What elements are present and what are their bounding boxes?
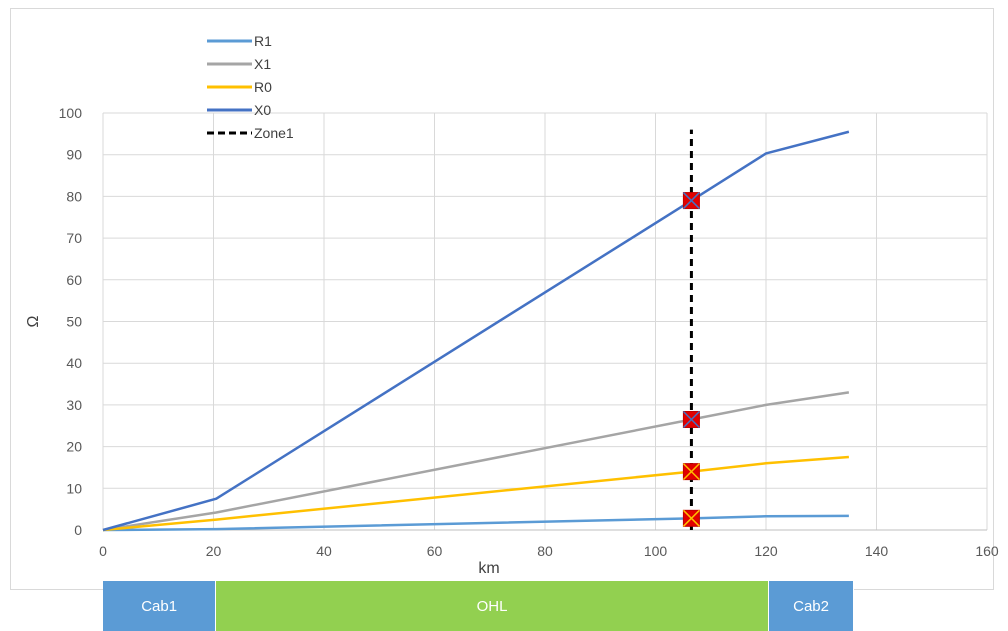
y-tick-label: 90: [66, 147, 82, 163]
x-tick-label: 60: [427, 543, 443, 559]
legend-item-zone1: Zone1: [207, 125, 294, 141]
grid-layer: [102, 112, 988, 531]
y-tick-label: 70: [66, 230, 82, 246]
legend-item-r0: R0: [207, 79, 272, 95]
legend: R1 X1 R0 X0 Zone1: [207, 33, 294, 141]
x-tick-label: 40: [316, 543, 332, 559]
x-tick-label: 100: [644, 543, 668, 559]
section-ohl: OHL: [216, 581, 769, 631]
series-line-x1: [102, 391, 850, 532]
legend-label: Zone1: [254, 125, 294, 141]
legend-item-x0: X0: [207, 102, 271, 118]
y-tick-label: 60: [66, 272, 82, 288]
series-line-r0: [102, 455, 849, 532]
x-tick-label: 160: [975, 543, 999, 559]
series-line-r1: [102, 514, 849, 532]
chart-frame: [10, 8, 994, 590]
marker-layer: [682, 192, 700, 527]
legend-label: X1: [254, 56, 271, 72]
y-tick-label: 50: [66, 314, 82, 330]
y-tick-label: 40: [66, 355, 82, 371]
x-tick-label: 0: [99, 543, 107, 559]
y-tick-label: 80: [66, 188, 82, 204]
legend-label: X0: [254, 102, 271, 118]
x-tick-label: 80: [537, 543, 553, 559]
point-marker-x0: [682, 192, 700, 210]
y-tick-label: 100: [59, 105, 83, 121]
section-cab2: Cab2: [768, 581, 855, 631]
legend-label: R0: [254, 79, 272, 95]
x-tick-label: 120: [754, 543, 778, 559]
series-layer: [102, 129, 850, 532]
series-line-x0: [102, 130, 850, 532]
y-tick-label: 30: [66, 397, 82, 413]
legend-label: R1: [254, 33, 272, 49]
y-tick-label: 0: [74, 522, 82, 538]
legend-item-x1: X1: [207, 56, 271, 72]
point-marker-x1: [682, 410, 700, 429]
section-cab1: Cab1: [103, 581, 217, 631]
point-marker-r0: [682, 463, 700, 481]
x-tick-label: 140: [865, 543, 889, 559]
axis-layer: 0 10 20 30 40 50 60 70 80 90 100 0 20 40 60 80 100 120 140…: [59, 105, 999, 559]
point-marker-r1: [682, 509, 700, 527]
x-tick-label: 20: [206, 543, 222, 559]
x-axis-title: km: [478, 560, 499, 577]
legend-item-r1: R1: [207, 33, 272, 49]
y-tick-label: 10: [66, 480, 82, 496]
y-tick-label: 20: [66, 439, 82, 455]
y-axis-title: Ω: [25, 315, 42, 327]
